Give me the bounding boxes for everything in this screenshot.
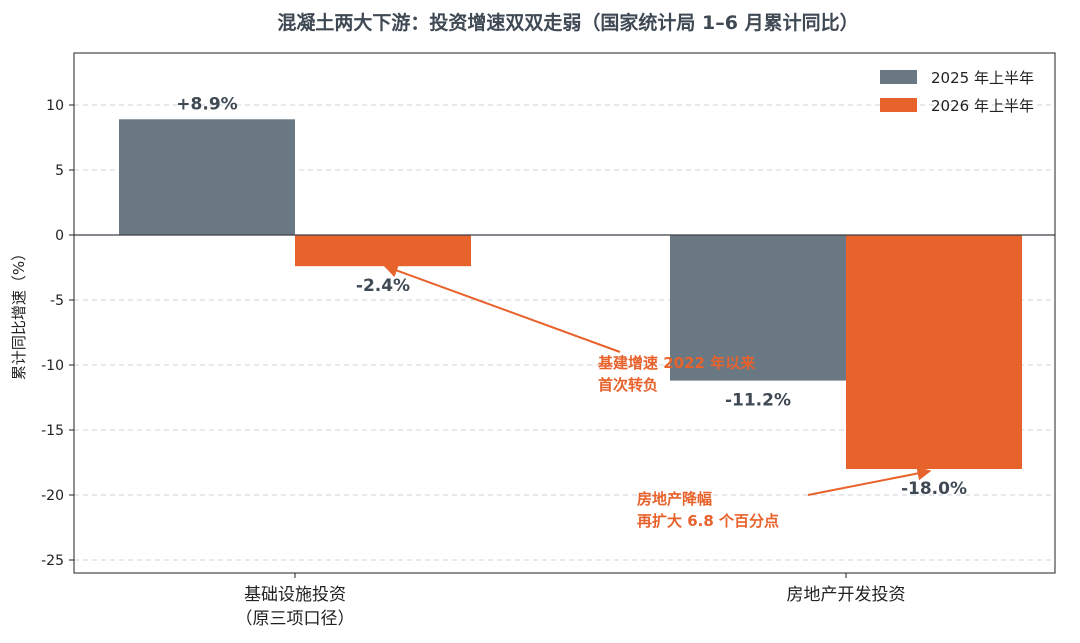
legend-label: 2025 年上半年	[931, 69, 1034, 87]
data-label: -2.4%	[356, 276, 410, 296]
bar	[295, 235, 471, 267]
y-tick-label: -10	[41, 358, 64, 374]
legend: 2025 年上半年 2026 年上半年	[880, 69, 1034, 115]
y-tick-label: -25	[41, 553, 64, 569]
y-tick-label: 5	[55, 163, 64, 179]
data-label: +8.9%	[176, 94, 237, 114]
bars	[119, 119, 1022, 469]
y-axis-ticks: 10 5 0 -5 -10 -15 -20 -25	[41, 98, 74, 569]
legend-label: 2026 年上半年	[931, 97, 1034, 115]
bar	[670, 235, 846, 381]
bar	[846, 235, 1022, 469]
category-label: （原三项口径）	[236, 609, 355, 629]
legend-swatch	[880, 98, 917, 112]
category-label: 基础设施投资	[244, 585, 346, 605]
chart-title: 混凝土两大下游：投资增速双双走弱（国家统计局 1–6 月累计同比）	[277, 11, 858, 34]
y-tick-label: 0	[55, 228, 64, 244]
y-tick-label: -5	[50, 293, 64, 309]
annotation-text: 基建增速 2022 年以来	[597, 354, 756, 372]
annotation-text: 再扩大 6.8 个百分点	[637, 512, 779, 530]
y-tick-label: -15	[41, 423, 64, 439]
data-label: -18.0%	[901, 479, 967, 499]
plot-frame	[73, 52, 1056, 574]
data-labels: +8.9% -11.2% -2.4% -18.0%	[176, 94, 967, 499]
data-label: -11.2%	[725, 391, 791, 411]
y-tick-label: 10	[46, 98, 64, 114]
plot-border	[73, 52, 1056, 574]
y-axis-label: 累计同比增速（%）	[10, 246, 28, 380]
annotation-arrow	[807, 466, 932, 496]
x-axis-categories: 基础设施投资 （原三项口径） 房地产开发投资	[236, 573, 906, 629]
annotation-text: 首次转负	[598, 376, 658, 394]
annotation-text: 房地产降幅	[637, 490, 712, 508]
legend-swatch	[880, 70, 917, 84]
y-tick-label: -20	[41, 488, 64, 504]
bar	[119, 119, 295, 235]
annotation-arrow	[383, 263, 621, 353]
category-label: 房地产开发投资	[787, 585, 906, 605]
